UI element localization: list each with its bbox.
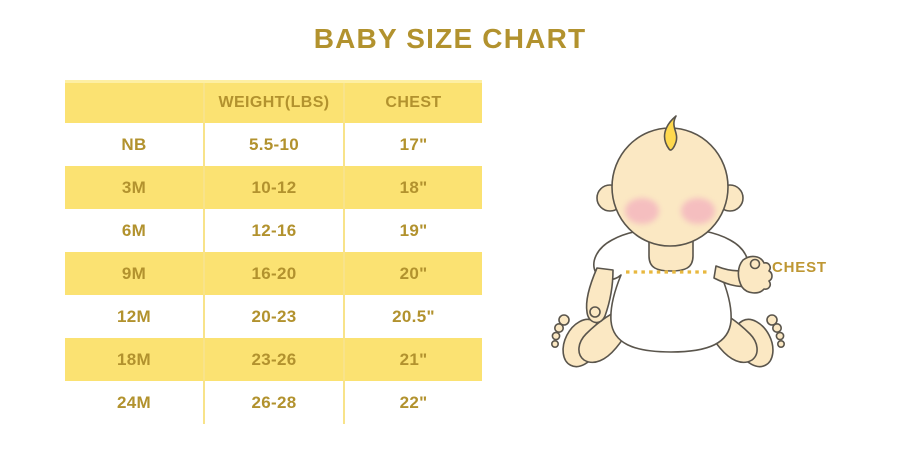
chest-cell: 18" — [343, 166, 482, 209]
size-cell: NB — [121, 134, 147, 154]
chest-cell: 22" — [343, 381, 482, 424]
chest-cell: 19" — [343, 209, 482, 252]
weight-cell: 10-12 — [203, 166, 343, 209]
baby-cheeks — [625, 198, 715, 224]
chest-cell: 20" — [343, 252, 482, 295]
baby-illustration — [550, 115, 786, 368]
size-cell: 9M — [121, 263, 147, 283]
chest-cell: 20.5" — [343, 295, 482, 338]
chest-label: CHEST — [772, 259, 827, 276]
size-cell: 12M — [117, 306, 151, 326]
header-weight: WEIGHT(LBS) — [203, 83, 343, 123]
table-row: NB 5.5-10 17" — [65, 123, 482, 166]
baby-left-arm — [585, 267, 614, 324]
chest-cell: 17" — [343, 123, 482, 166]
size-cell: 6M — [121, 220, 147, 240]
baby-right-arm — [713, 255, 773, 294]
header-size — [65, 83, 203, 123]
weight-cell: 5.5-10 — [203, 123, 343, 166]
table-row: 9M 16-20 20" — [65, 252, 482, 295]
table-row: 6M 12-16 19" — [65, 209, 482, 252]
weight-cell: 12-16 — [203, 209, 343, 252]
size-table: WEIGHT(LBS) CHEST NB 5.5-10 17" 3M 10-12… — [65, 80, 482, 424]
baby-hair-tuft — [663, 115, 678, 151]
weight-cell: 26-28 — [203, 381, 343, 424]
size-cell: 18M — [117, 349, 151, 369]
header-chest: CHEST — [343, 83, 482, 123]
size-cell: 3M — [121, 177, 147, 197]
table-row: 12M 20-23 20.5" — [65, 295, 482, 338]
chest-cell: 21" — [343, 338, 482, 381]
table-header-row: WEIGHT(LBS) CHEST — [65, 80, 482, 123]
weight-cell: 23-26 — [203, 338, 343, 381]
weight-cell: 20-23 — [203, 295, 343, 338]
weight-cell: 16-20 — [203, 252, 343, 295]
size-cell: 24M — [117, 392, 151, 412]
table-row: 24M 26-28 22" — [65, 381, 482, 424]
table-row: 3M 10-12 18" — [65, 166, 482, 209]
table-row: 18M 23-26 21" — [65, 338, 482, 381]
page-title: BABY SIZE CHART — [313, 23, 587, 54]
